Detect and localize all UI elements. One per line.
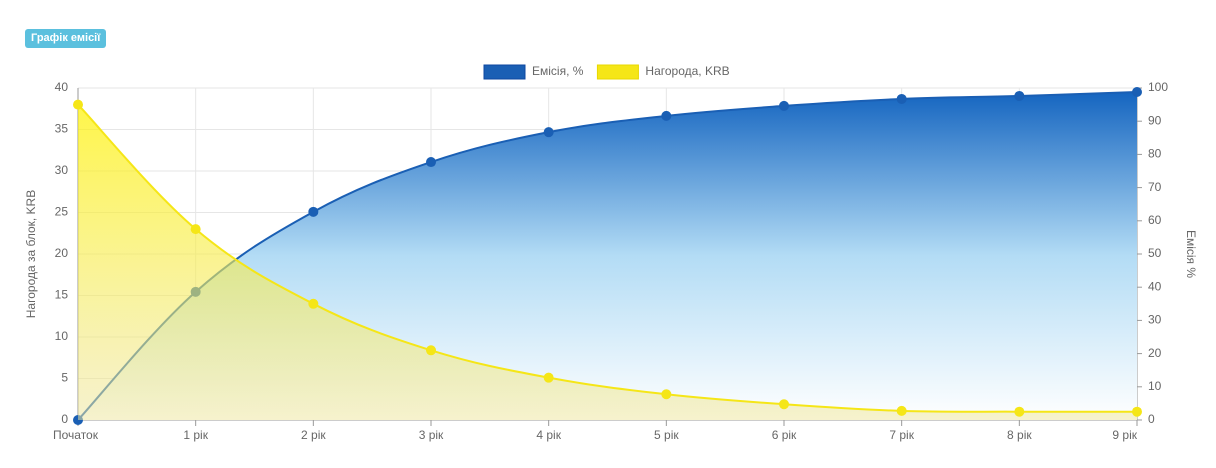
point [661, 389, 672, 400]
y2-tick-label: 40 [1148, 279, 1162, 293]
point [426, 157, 436, 168]
point [426, 345, 436, 356]
x-tick-label: 5 рік [654, 428, 679, 442]
y2-tick-label: 70 [1148, 180, 1162, 194]
area [78, 104, 1137, 420]
x-tick-label: 3 рік [419, 428, 444, 442]
point [896, 405, 907, 416]
y-tick-label: 30 [55, 163, 69, 177]
point [308, 206, 319, 217]
point [1132, 86, 1142, 97]
y2-tick-label: 30 [1148, 313, 1162, 327]
point [543, 372, 554, 383]
point [779, 399, 789, 410]
y2-tick-label: 50 [1148, 246, 1162, 260]
point [661, 110, 672, 121]
x-tick-label: Початок [53, 428, 99, 442]
y2-tick-label: 20 [1148, 346, 1162, 360]
legend-label: Нагорода, KRB [645, 64, 729, 78]
point [896, 93, 907, 104]
x-tick-label: 4 рік [536, 428, 561, 442]
y2-tick-label: 60 [1148, 213, 1162, 227]
y-tick-label: 0 [61, 412, 68, 426]
chart-button[interactable]: Графік емісії [25, 29, 107, 48]
y-tick-label: 25 [55, 205, 69, 219]
point [1014, 406, 1025, 417]
point [308, 298, 319, 309]
y2-tick-label: 10 [1148, 379, 1162, 393]
y-tick-label: 35 [55, 122, 69, 136]
line [77, 103, 1138, 413]
y-tick-label: 40 [55, 80, 69, 94]
y2-tick-label: 80 [1148, 147, 1162, 161]
y2-axis-title: Емісія % [1184, 230, 1198, 278]
x-tick-label: 2 рік [301, 428, 326, 442]
y-tick-label: 5 [61, 371, 68, 385]
legend-swatch [483, 64, 526, 80]
x-tick-label: 1 рік [183, 428, 208, 442]
y-tick-label: 20 [55, 246, 69, 260]
y2-tick-label: 90 [1148, 113, 1162, 127]
legend-label: Емісія, % [532, 64, 584, 78]
y2-tick-label: 100 [1148, 80, 1168, 94]
x-tick-label: 8 рік [1007, 428, 1032, 442]
point [543, 127, 554, 138]
x-tick-label: 7 рік [889, 428, 914, 442]
y-axis-title: Нагорода за блок, KRB [24, 190, 38, 318]
point [190, 224, 201, 235]
x-tick-label: 9 рік [1112, 428, 1137, 442]
x-tick-label: 6 рік [772, 428, 797, 442]
point [1014, 90, 1025, 101]
y-tick-label: 10 [55, 329, 69, 343]
point [779, 100, 789, 111]
y-tick-label: 15 [55, 288, 69, 302]
legend-swatch [596, 64, 639, 80]
y2-tick-label: 0 [1148, 412, 1155, 426]
point [73, 99, 83, 110]
point [1132, 406, 1142, 417]
